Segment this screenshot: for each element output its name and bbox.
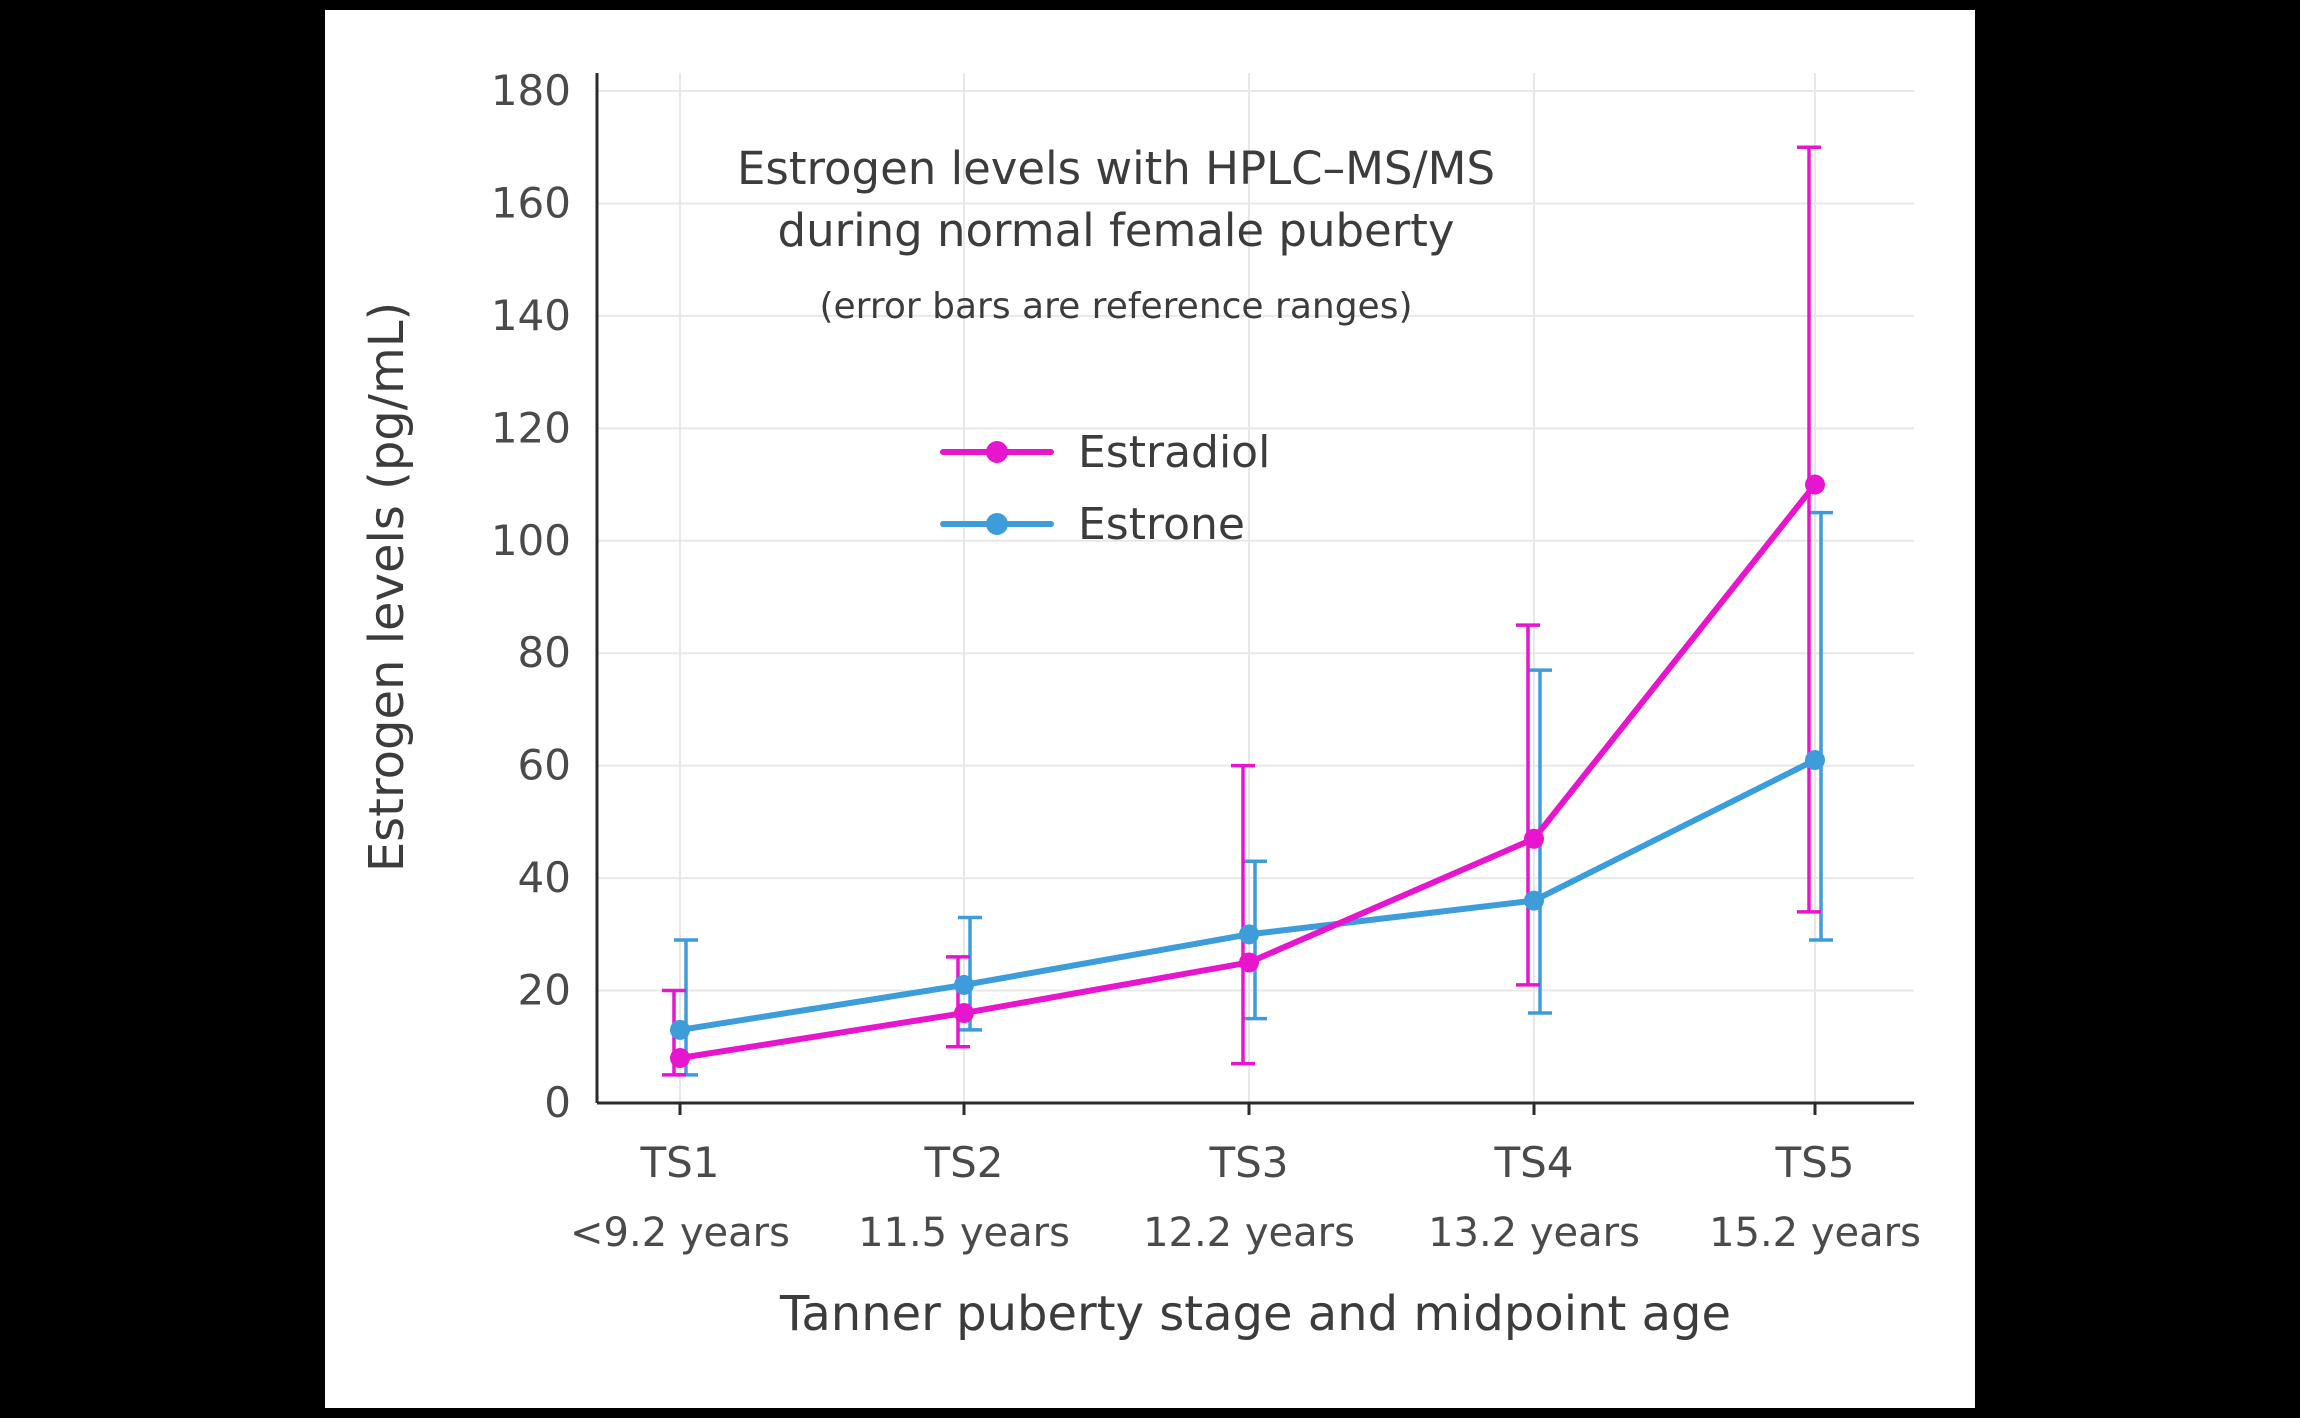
estradiol-point (1239, 952, 1259, 973)
x-tick-label: TS3 (1208, 1138, 1288, 1187)
estrone-point (670, 1019, 690, 1040)
y-tick-label: 80 (518, 628, 571, 677)
estrone-point (1239, 924, 1259, 945)
chart-panel: 0 20 40 60 80 100 120 140 160 180 TS1 <9.2 years TS2… (325, 10, 1975, 1408)
estradiol-point (1805, 474, 1825, 495)
estrone-line (677, 757, 1818, 1033)
legend-label-estrone: Estrone (1078, 498, 1245, 550)
chart-title: Estrogen levels with HPLC–MS/MS during n… (491, 138, 1741, 327)
x-tick-label: TS4 (1493, 1138, 1573, 1187)
x-age-label: 12.2 years (1143, 1210, 1355, 1256)
x-tick-label: TS5 (1774, 1138, 1854, 1187)
y-tick-label: 0 (544, 1078, 571, 1127)
legend-item-estrone: Estrone (940, 498, 1270, 550)
estradiol-point (1524, 828, 1544, 849)
x-age-label: 13.2 years (1428, 1210, 1640, 1256)
chart-title-line2: during normal female puberty (777, 204, 1455, 257)
estradiol-point (670, 1048, 690, 1069)
estradiol-point (954, 1003, 974, 1024)
y-tick-label: 180 (491, 66, 571, 115)
y-tick-label: 60 (518, 741, 571, 790)
x-tick-label: TS1 (639, 1138, 719, 1187)
y-tick-label: 20 (518, 966, 571, 1015)
x-axis-title: Tanner puberty stage and midpoint age (780, 1286, 1731, 1342)
estrone-point (1805, 750, 1825, 771)
legend-item-estradiol: Estradiol (940, 426, 1271, 478)
y-tick-label: 160 (491, 178, 571, 227)
y-tick-label: 40 (518, 853, 571, 902)
chart-title-line1: Estrogen levels with HPLC–MS/MS (736, 142, 1496, 195)
legend-label-estradiol: Estradiol (1078, 426, 1271, 478)
estradiol-legend-marker (940, 441, 1054, 463)
estradiol-legend-dot (986, 441, 1008, 463)
y-tick-label: 120 (491, 403, 571, 452)
y-axis-title: Estrogen levels (pg/mL) (359, 301, 415, 873)
legend: Estradiol Estrone (940, 426, 1271, 550)
x-age-label: 15.2 years (1709, 1210, 1921, 1256)
chart-subtitle: (error bars are reference ranges) (819, 286, 1413, 327)
estrone-point (954, 974, 974, 995)
y-tick-label: 140 (491, 291, 571, 340)
estrone-point (1524, 890, 1544, 911)
estrone-legend-dot (986, 513, 1008, 535)
x-age-label: <9.2 years (570, 1210, 790, 1256)
y-tick-label: 100 (491, 516, 571, 565)
estrone-legend-marker (940, 513, 1054, 535)
x-tick-label: TS2 (923, 1138, 1003, 1187)
line-chart: 0 20 40 60 80 100 120 140 160 180 TS1 <9.2 years TS2… (491, 66, 1921, 1256)
x-age-label: 11.5 years (858, 1210, 1070, 1256)
